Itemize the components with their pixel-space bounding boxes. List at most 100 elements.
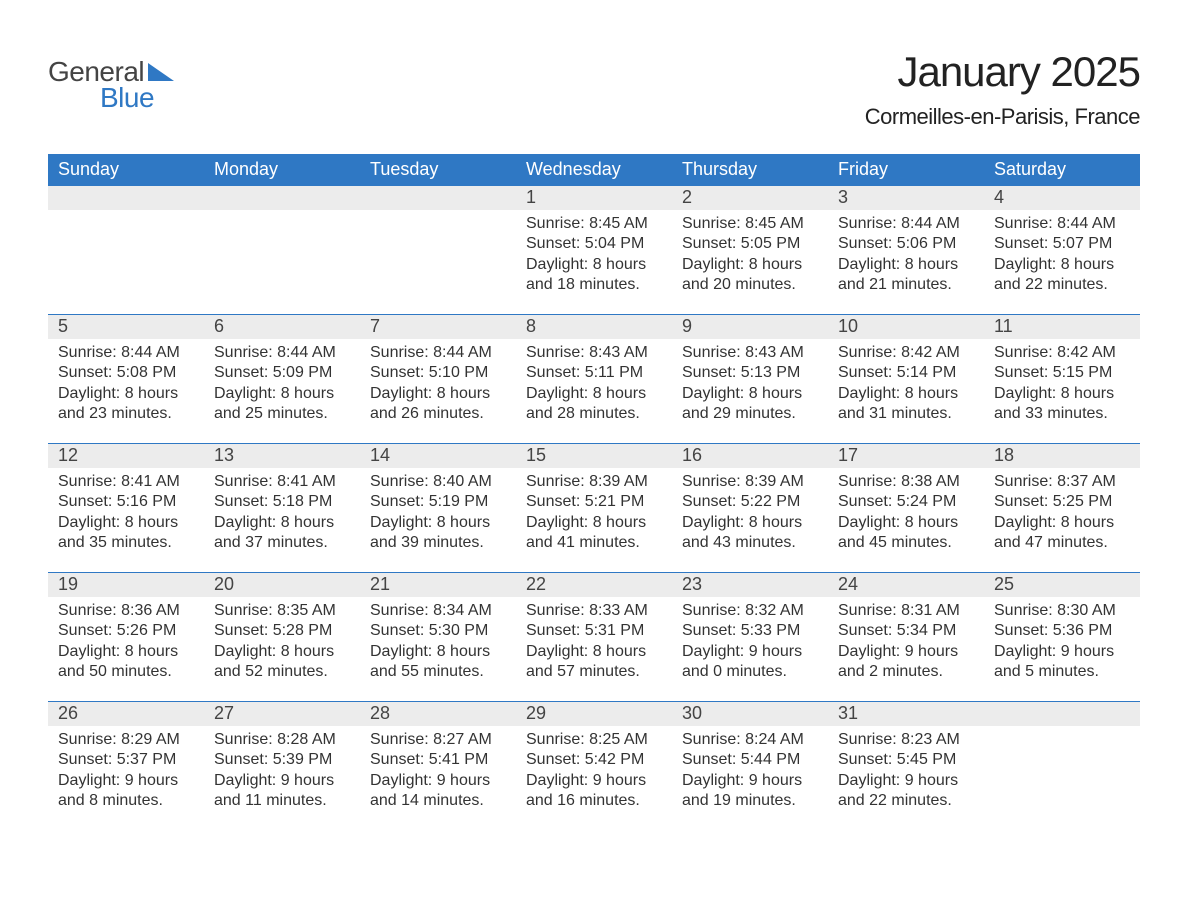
daylight-line-2: and 14 minutes. [370, 791, 506, 811]
sunrise-line: Sunrise: 8:33 AM [526, 601, 662, 621]
day-number [984, 702, 1140, 726]
day-number: 9 [672, 315, 828, 339]
daylight-line-1: Daylight: 9 hours [682, 642, 818, 662]
sunset-line: Sunset: 5:39 PM [214, 750, 350, 770]
daylight-line-1: Daylight: 8 hours [214, 384, 350, 404]
sunrise-line: Sunrise: 8:44 AM [214, 343, 350, 363]
day-number: 11 [984, 315, 1140, 339]
day-details: Sunrise: 8:39 AMSunset: 5:21 PMDaylight:… [516, 468, 672, 554]
day-cell: 6Sunrise: 8:44 AMSunset: 5:09 PMDaylight… [204, 315, 360, 443]
daylight-line-2: and 28 minutes. [526, 404, 662, 424]
week-row: 5Sunrise: 8:44 AMSunset: 5:08 PMDaylight… [48, 314, 1140, 443]
day-details: Sunrise: 8:44 AMSunset: 5:08 PMDaylight:… [48, 339, 204, 425]
sunrise-line: Sunrise: 8:44 AM [58, 343, 194, 363]
day-number: 12 [48, 444, 204, 468]
sunrise-line: Sunrise: 8:44 AM [370, 343, 506, 363]
daylight-line-1: Daylight: 9 hours [682, 771, 818, 791]
day-number [204, 186, 360, 210]
day-cell: 2Sunrise: 8:45 AMSunset: 5:05 PMDaylight… [672, 186, 828, 314]
daylight-line-2: and 37 minutes. [214, 533, 350, 553]
daylight-line-2: and 25 minutes. [214, 404, 350, 424]
daylight-line-2: and 47 minutes. [994, 533, 1130, 553]
daylight-line-2: and 18 minutes. [526, 275, 662, 295]
daylight-line-1: Daylight: 9 hours [58, 771, 194, 791]
daylight-line-2: and 22 minutes. [994, 275, 1130, 295]
day-cell: 30Sunrise: 8:24 AMSunset: 5:44 PMDayligh… [672, 702, 828, 830]
sunset-line: Sunset: 5:13 PM [682, 363, 818, 383]
sunrise-line: Sunrise: 8:34 AM [370, 601, 506, 621]
day-details: Sunrise: 8:42 AMSunset: 5:14 PMDaylight:… [828, 339, 984, 425]
logo: General Blue [48, 40, 176, 114]
day-of-week-header-row: SundayMondayTuesdayWednesdayThursdayFrid… [48, 154, 1140, 186]
day-details: Sunrise: 8:45 AMSunset: 5:05 PMDaylight:… [672, 210, 828, 296]
day-details: Sunrise: 8:43 AMSunset: 5:11 PMDaylight:… [516, 339, 672, 425]
day-number: 1 [516, 186, 672, 210]
day-number: 2 [672, 186, 828, 210]
day-cell: 18Sunrise: 8:37 AMSunset: 5:25 PMDayligh… [984, 444, 1140, 572]
daylight-line-1: Daylight: 9 hours [838, 771, 974, 791]
sunset-line: Sunset: 5:42 PM [526, 750, 662, 770]
daylight-line-2: and 23 minutes. [58, 404, 194, 424]
day-cell: 20Sunrise: 8:35 AMSunset: 5:28 PMDayligh… [204, 573, 360, 701]
day-cell: 15Sunrise: 8:39 AMSunset: 5:21 PMDayligh… [516, 444, 672, 572]
daylight-line-1: Daylight: 8 hours [370, 513, 506, 533]
daylight-line-1: Daylight: 8 hours [214, 513, 350, 533]
day-details: Sunrise: 8:41 AMSunset: 5:16 PMDaylight:… [48, 468, 204, 554]
day-cell: 5Sunrise: 8:44 AMSunset: 5:08 PMDaylight… [48, 315, 204, 443]
daylight-line-1: Daylight: 9 hours [370, 771, 506, 791]
sunrise-line: Sunrise: 8:28 AM [214, 730, 350, 750]
day-details: Sunrise: 8:44 AMSunset: 5:09 PMDaylight:… [204, 339, 360, 425]
daylight-line-2: and 31 minutes. [838, 404, 974, 424]
sunset-line: Sunset: 5:06 PM [838, 234, 974, 254]
day-cell: 24Sunrise: 8:31 AMSunset: 5:34 PMDayligh… [828, 573, 984, 701]
sunset-line: Sunset: 5:14 PM [838, 363, 974, 383]
sunset-line: Sunset: 5:26 PM [58, 621, 194, 641]
day-details: Sunrise: 8:28 AMSunset: 5:39 PMDaylight:… [204, 726, 360, 812]
sunrise-line: Sunrise: 8:36 AM [58, 601, 194, 621]
day-number: 13 [204, 444, 360, 468]
day-details: Sunrise: 8:39 AMSunset: 5:22 PMDaylight:… [672, 468, 828, 554]
sunset-line: Sunset: 5:36 PM [994, 621, 1130, 641]
sunrise-line: Sunrise: 8:44 AM [994, 214, 1130, 234]
day-details: Sunrise: 8:35 AMSunset: 5:28 PMDaylight:… [204, 597, 360, 683]
day-number [48, 186, 204, 210]
sunset-line: Sunset: 5:33 PM [682, 621, 818, 641]
sunset-line: Sunset: 5:10 PM [370, 363, 506, 383]
day-number: 20 [204, 573, 360, 597]
sunrise-line: Sunrise: 8:39 AM [682, 472, 818, 492]
day-cell [984, 702, 1140, 830]
day-number: 8 [516, 315, 672, 339]
day-cell: 22Sunrise: 8:33 AMSunset: 5:31 PMDayligh… [516, 573, 672, 701]
daylight-line-2: and 21 minutes. [838, 275, 974, 295]
day-details: Sunrise: 8:37 AMSunset: 5:25 PMDaylight:… [984, 468, 1140, 554]
sunset-line: Sunset: 5:28 PM [214, 621, 350, 641]
sunset-line: Sunset: 5:15 PM [994, 363, 1130, 383]
day-of-week-header: Tuesday [360, 154, 516, 186]
day-cell: 1Sunrise: 8:45 AMSunset: 5:04 PMDaylight… [516, 186, 672, 314]
logo-word-blue: Blue [100, 82, 154, 114]
daylight-line-2: and 35 minutes. [58, 533, 194, 553]
day-cell: 23Sunrise: 8:32 AMSunset: 5:33 PMDayligh… [672, 573, 828, 701]
sunrise-line: Sunrise: 8:31 AM [838, 601, 974, 621]
day-cell: 9Sunrise: 8:43 AMSunset: 5:13 PMDaylight… [672, 315, 828, 443]
sunset-line: Sunset: 5:30 PM [370, 621, 506, 641]
sunset-line: Sunset: 5:16 PM [58, 492, 194, 512]
day-cell [360, 186, 516, 314]
sunset-line: Sunset: 5:44 PM [682, 750, 818, 770]
sunset-line: Sunset: 5:19 PM [370, 492, 506, 512]
daylight-line-1: Daylight: 8 hours [994, 513, 1130, 533]
daylight-line-1: Daylight: 8 hours [58, 384, 194, 404]
logo-triangle-icon [148, 61, 176, 81]
sunrise-line: Sunrise: 8:35 AM [214, 601, 350, 621]
sunset-line: Sunset: 5:25 PM [994, 492, 1130, 512]
daylight-line-1: Daylight: 8 hours [994, 384, 1130, 404]
daylight-line-1: Daylight: 8 hours [526, 255, 662, 275]
daylight-line-2: and 50 minutes. [58, 662, 194, 682]
sunrise-line: Sunrise: 8:39 AM [526, 472, 662, 492]
day-of-week-header: Wednesday [516, 154, 672, 186]
sunset-line: Sunset: 5:08 PM [58, 363, 194, 383]
day-cell: 13Sunrise: 8:41 AMSunset: 5:18 PMDayligh… [204, 444, 360, 572]
daylight-line-2: and 55 minutes. [370, 662, 506, 682]
daylight-line-1: Daylight: 8 hours [682, 255, 818, 275]
day-details: Sunrise: 8:32 AMSunset: 5:33 PMDaylight:… [672, 597, 828, 683]
